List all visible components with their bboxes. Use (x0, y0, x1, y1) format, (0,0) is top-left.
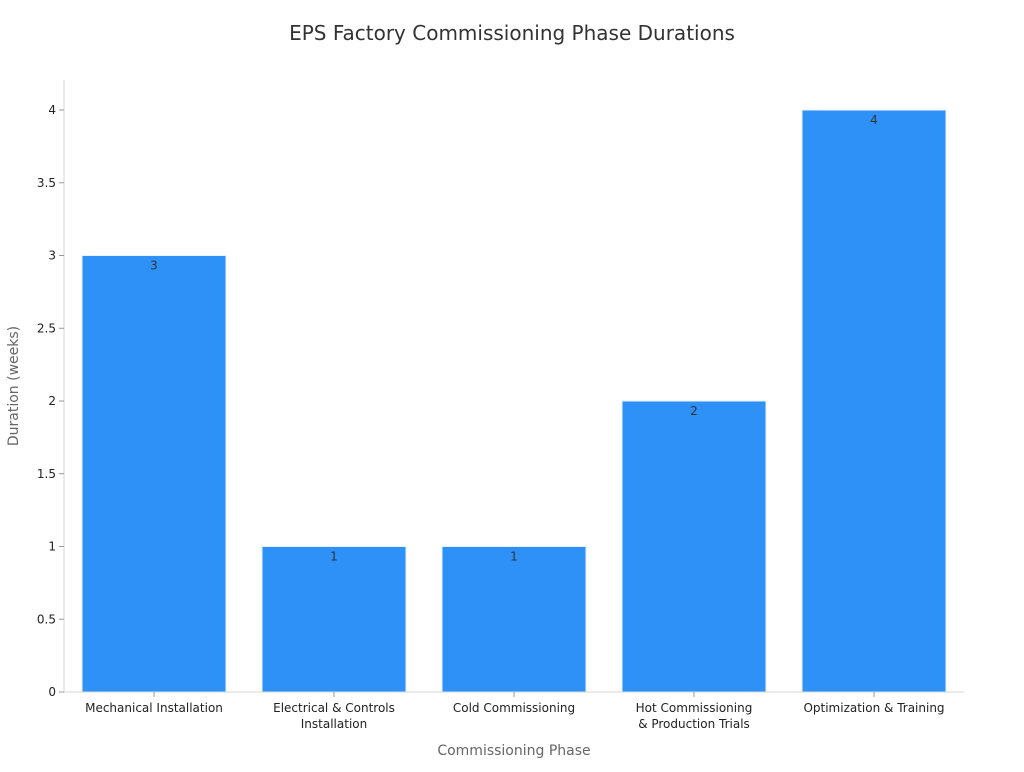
x-tick-label-line: Optimization & Training (803, 701, 944, 715)
y-tick-label: 2 (48, 394, 56, 408)
x-tick-label-line: Mechanical Installation (85, 701, 223, 715)
y-tick-label: 3.5 (37, 176, 56, 190)
data-labels-layer: 3 1 1 2 4 (150, 113, 878, 564)
y-tick-label: 0.5 (37, 612, 56, 626)
bar-value-label: 1 (330, 550, 338, 564)
y-tick-label: 3 (48, 249, 56, 263)
bar-value-label: 2 (690, 404, 698, 418)
y-tick-label: 4 (48, 103, 56, 117)
x-tick-label: Mechanical Installation (85, 701, 223, 715)
bar-value-label: 4 (870, 113, 878, 127)
chart-title: EPS Factory Commissioning Phase Duration… (289, 21, 735, 45)
bar (621, 400, 767, 693)
bar-value-label: 3 (150, 259, 158, 273)
y-axis-title: Duration (weeks) (6, 326, 22, 446)
x-tick-label-line: Hot Commissioning (636, 701, 753, 715)
x-tick-label-line: Cold Commissioning (453, 701, 575, 715)
x-tick-label: Optimization & Training (803, 701, 944, 715)
x-tick-label-line: Installation (301, 717, 367, 731)
bar (81, 255, 227, 693)
y-tick-label: 0 (48, 685, 56, 699)
y-tick-label: 1 (48, 540, 56, 554)
bar (801, 109, 947, 693)
bar-value-label: 1 (510, 550, 518, 564)
bar (261, 546, 407, 693)
x-tick-label: Cold Commissioning (453, 701, 575, 715)
y-tick-label: 1.5 (37, 467, 56, 481)
x-tick-label: Electrical & Controls Installation (273, 701, 395, 731)
x-axis-title: Commissioning Phase (437, 743, 590, 759)
x-tick-label-line: Electrical & Controls (273, 701, 395, 715)
x-tick-label-line: & Production Trials (638, 717, 750, 731)
bar (441, 546, 587, 693)
x-ticks-layer: Mechanical Installation Electrical & Cont… (85, 692, 945, 731)
y-ticks-layer: 0 0.5 1 1.5 2 2.5 3 3.5 4 (37, 103, 64, 699)
y-tick-label: 2.5 (37, 321, 56, 335)
x-tick-label: Hot Commissioning & Production Trials (636, 701, 753, 731)
bars-layer (81, 109, 947, 693)
